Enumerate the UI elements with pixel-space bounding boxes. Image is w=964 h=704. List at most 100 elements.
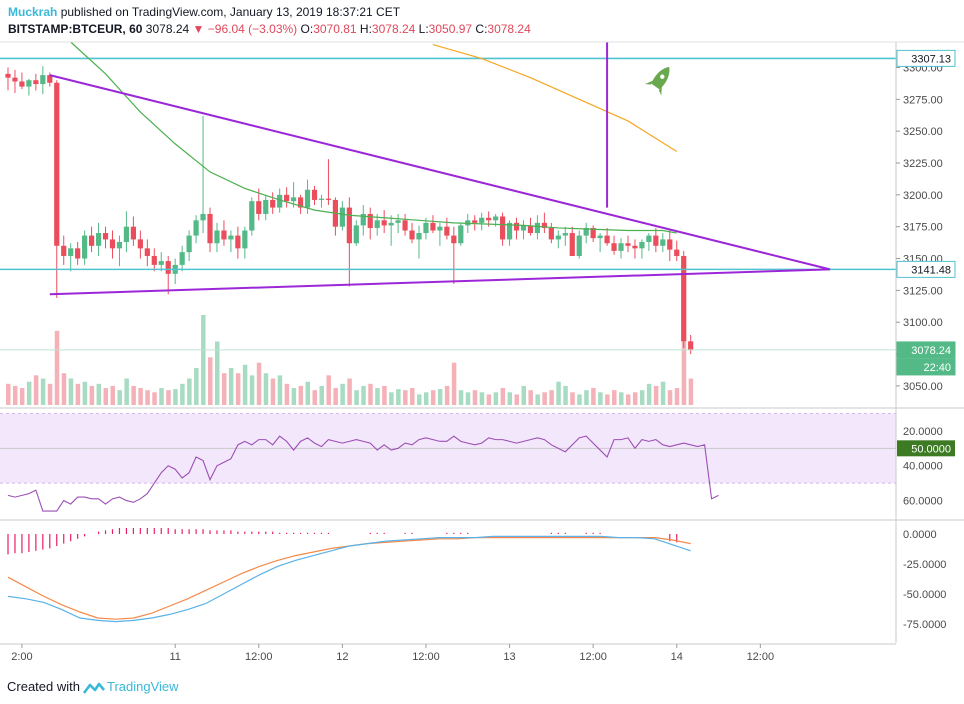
volume-bar: [653, 385, 659, 405]
volume-bar: [563, 385, 568, 405]
overlays: [0, 41, 896, 351]
candle-body: [277, 194, 283, 208]
x-tick-label: 12:00: [579, 651, 607, 663]
candle-body: [214, 230, 220, 244]
candle-body: [604, 235, 610, 244]
candle-body: [374, 220, 380, 228]
volume-bar: [40, 378, 46, 405]
candle-body: [291, 197, 297, 202]
volume-bar: [507, 392, 513, 405]
candle-body: [165, 261, 171, 274]
candle-body: [688, 341, 694, 351]
volume-bar: [263, 373, 269, 405]
candle-body: [82, 235, 88, 259]
publish-info: Muckrah published on TradingView.com, Ja…: [8, 5, 400, 19]
volume-bar: [646, 383, 652, 405]
candle-body: [451, 235, 457, 244]
candle-body: [534, 222, 541, 234]
candle-body: [576, 235, 582, 256]
price-change: −96.04 (−3.03%): [207, 22, 298, 36]
volume-bar: [110, 385, 115, 405]
volume-bar: [54, 330, 60, 405]
created-with-text: Created with: [7, 679, 80, 694]
volume-bar: [12, 385, 18, 405]
volume-bar: [598, 392, 603, 405]
volume-bar: [138, 388, 143, 405]
volume-bar: [625, 394, 631, 405]
volume-bar: [33, 375, 39, 405]
low-label: L:: [418, 22, 429, 36]
candle-body: [242, 230, 248, 249]
candle-body: [639, 241, 645, 249]
candle-body: [5, 73, 11, 78]
candle-body: [19, 81, 25, 87]
volume-bar: [347, 378, 352, 405]
volume-bar: [417, 394, 422, 405]
candle-body: [569, 233, 575, 256]
candle-body: [625, 243, 631, 246]
volume-bar: [173, 389, 178, 405]
volume-bar: [152, 392, 157, 405]
candle-body: [674, 249, 680, 256]
macd-line: [7, 535, 691, 623]
candle-body: [597, 235, 603, 239]
volume-bar: [96, 383, 102, 405]
volume-bar: [159, 388, 164, 405]
candle-body: [263, 199, 269, 214]
x-tick-label: 12:00: [747, 651, 775, 663]
candle-body: [88, 235, 95, 246]
candle-body: [472, 220, 478, 223]
y-tick-label: 3125.00: [903, 285, 943, 297]
candle-body: [353, 225, 359, 244]
volume-bar: [221, 373, 227, 405]
volume-bar: [458, 390, 464, 405]
close-label: C:: [475, 22, 488, 36]
candle-body: [193, 220, 199, 236]
x-tick-label: 12:00: [412, 651, 440, 663]
x-tick-label: 14: [671, 651, 683, 663]
candle-body: [221, 230, 227, 240]
volume-bar: [6, 383, 11, 405]
candle-body: [311, 189, 318, 200]
price-label-text: 22:40: [923, 362, 951, 374]
volume-bar: [354, 390, 359, 405]
volume-bar: [326, 375, 331, 405]
volume-bar: [375, 388, 380, 405]
candle-body: [123, 226, 130, 242]
rsi-value-label: 50.0000: [911, 443, 951, 455]
candle-body: [40, 75, 46, 85]
volume-bar: [667, 390, 673, 405]
rsi-value-box: [897, 440, 955, 457]
volume-bar: [242, 364, 248, 405]
volume-bar: [444, 385, 450, 405]
volume-bar: [194, 367, 199, 405]
axes: 3050.003075.003100.003125.003150.003175.…: [0, 41, 964, 663]
candle-body: [416, 233, 422, 240]
volume-bar: [68, 378, 74, 405]
candle-body: [304, 189, 311, 208]
macd-signal-line: [7, 536, 691, 620]
volume-bar: [605, 394, 610, 405]
candle-body: [562, 233, 568, 236]
publish-text: published on TradingView.com, January 13…: [60, 5, 401, 19]
rsi-pane: 60.0000 40.0000 20.0000 50.0000: [0, 412, 955, 512]
candle-body: [437, 226, 443, 231]
tradingview-brand[interactable]: TradingView: [106, 679, 179, 694]
price-label-box: [896, 341, 956, 359]
volume-bar: [619, 392, 624, 405]
candle-body: [611, 243, 617, 251]
triangle-trendline: [49, 268, 831, 296]
rsi-tick-label: 60.0000: [903, 496, 943, 508]
candle-body: [409, 230, 415, 240]
volume-bar: [61, 373, 67, 405]
macd-pane: 0.0000 -25.0000 -50.0000 -75.0000: [7, 528, 946, 631]
candle-body: [388, 222, 394, 226]
author-name[interactable]: Muckrah: [8, 5, 58, 19]
triangle-trendline: [49, 74, 831, 271]
volume-bar: [528, 390, 533, 405]
candle-body: [486, 217, 492, 221]
candle-body: [144, 248, 150, 256]
volume-bar: [228, 367, 234, 405]
symbol-label: BITSTAMP:BTCEUR, 60: [8, 22, 143, 36]
